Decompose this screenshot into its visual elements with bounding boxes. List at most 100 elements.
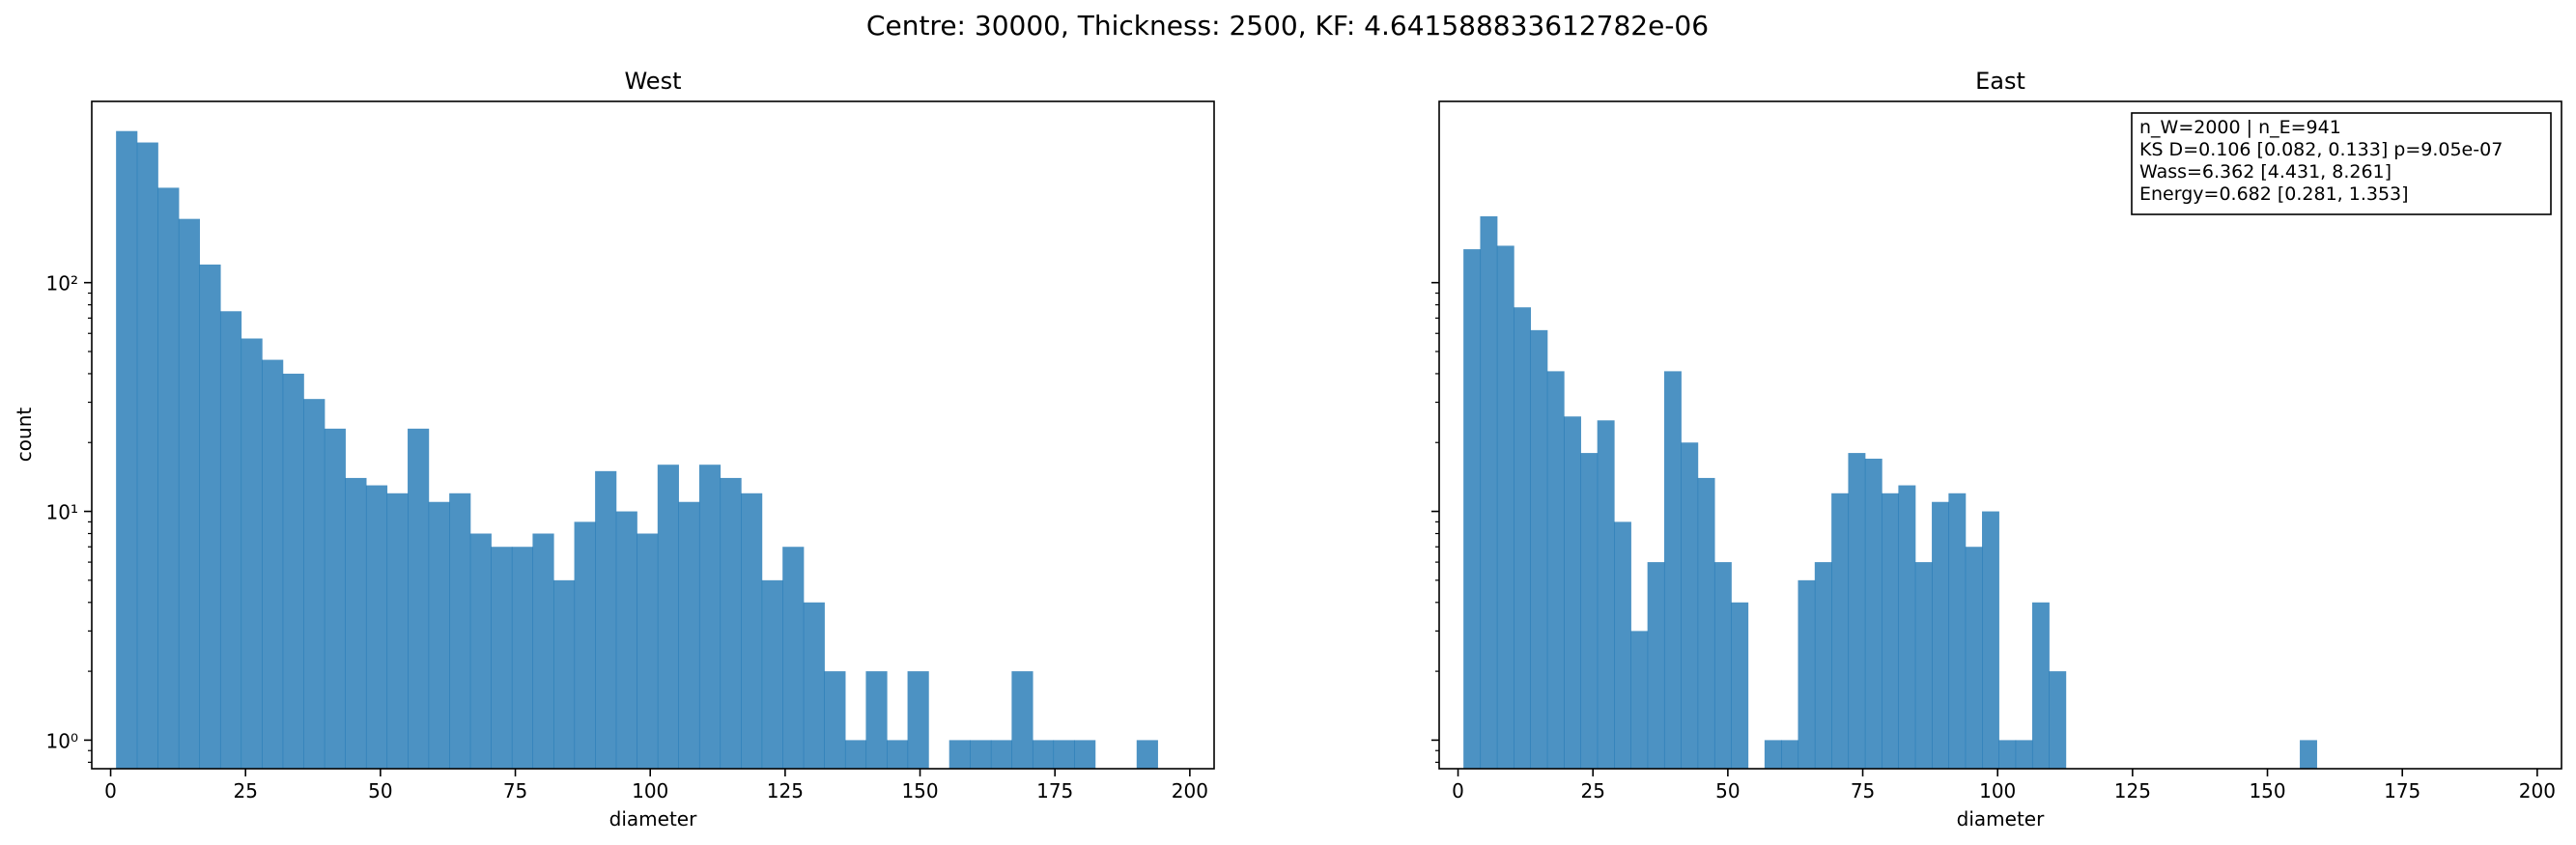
east-histogram-bar xyxy=(1630,631,1649,769)
west-histogram-bar xyxy=(241,338,263,769)
east-x-tick-label: 25 xyxy=(1580,779,1604,803)
east-panel: East 0 25 50 75 100 125 150 175 200 diameter n_W… xyxy=(1431,68,2562,831)
east-x-tick-label: 125 xyxy=(2114,779,2151,803)
west-histogram-bar xyxy=(657,465,679,769)
stats-line-ks: KS D=0.106 [0.082, 0.133] p=9.05e-07 xyxy=(2139,139,2503,160)
stats-box-frame xyxy=(2131,112,2552,215)
east-histogram-bar xyxy=(2049,671,2067,769)
east-histogram-bar xyxy=(1546,371,1565,769)
east-histogram-bar xyxy=(1932,501,1949,769)
west-histogram-bar xyxy=(990,740,1012,769)
east-plot-frame xyxy=(1438,100,2562,770)
west-histogram-bar xyxy=(887,740,909,769)
west-histogram-bar xyxy=(865,671,888,769)
west-histogram-bar xyxy=(720,477,742,769)
west-histogram-bar xyxy=(469,533,492,769)
west-histogram-bar xyxy=(1032,740,1055,769)
west-histogram-bar xyxy=(844,740,867,769)
east-histogram-bar xyxy=(1998,740,2017,769)
west-histogram-bar xyxy=(282,373,304,769)
figure-suptitle: Centre: 30000, Thickness: 2500, KF: 4.64… xyxy=(866,10,1709,42)
west-x-tick-label: 0 xyxy=(104,779,117,803)
west-histogram-bar xyxy=(803,602,825,769)
west-histogram-bar xyxy=(386,493,409,769)
west-histogram-bar xyxy=(761,579,783,769)
east-histogram-bar xyxy=(1530,329,1548,769)
east-histogram-bar xyxy=(1731,602,1749,769)
west-histogram-bar xyxy=(365,485,388,769)
east-histogram-bar xyxy=(1614,521,1631,769)
west-histogram-bar xyxy=(136,142,158,770)
west-histogram-bar xyxy=(595,470,617,769)
west-x-tick-label: 200 xyxy=(1172,779,1208,803)
west-panel: West 0 25 50 75 100 125 150 175 200 10⁰ 10¹ 10² dia… xyxy=(13,68,1215,831)
east-histogram-bar xyxy=(1597,420,1615,769)
stats-line-wasserstein: Wass=6.362 [4.431, 8.261] xyxy=(2139,161,2392,183)
west-x-axis-label: diameter xyxy=(609,807,697,831)
west-histogram-bar xyxy=(199,264,221,769)
east-histogram-bar xyxy=(1965,547,1983,769)
east-histogram-bar xyxy=(1898,485,1916,769)
east-x-tick-label: 75 xyxy=(1851,779,1875,803)
east-histogram-bars xyxy=(1463,215,2317,770)
west-histogram-bar xyxy=(491,547,513,769)
west-plot-frame xyxy=(91,100,1215,770)
west-y-axis-label: count xyxy=(13,408,36,463)
west-histogram-bar xyxy=(1011,671,1033,769)
east-histogram-bar xyxy=(2031,602,2050,769)
east-histogram-bar xyxy=(1882,493,1900,769)
west-histogram-bar xyxy=(178,218,200,769)
east-histogram-bar xyxy=(1864,458,1882,769)
west-histogram-bar xyxy=(116,130,138,769)
west-histogram-bar xyxy=(552,579,576,769)
east-histogram-bar xyxy=(1663,371,1682,769)
west-x-tick-label: 100 xyxy=(632,779,668,803)
east-histogram-bar xyxy=(1713,562,1732,769)
east-x-tick-label: 150 xyxy=(2249,779,2285,803)
west-histogram-bar xyxy=(824,671,846,769)
west-histogram-bar xyxy=(1074,740,1096,769)
west-histogram-bar xyxy=(532,533,554,769)
west-axis-ticks: 0 25 50 75 100 125 150 175 200 10⁰ 10¹ 10² xyxy=(46,272,1208,803)
east-histogram-bar xyxy=(1564,416,1581,769)
west-histogram-bar xyxy=(741,493,763,769)
east-histogram-bar xyxy=(1580,453,1599,769)
west-histogram-bar xyxy=(637,533,659,769)
east-histogram-bar xyxy=(1496,245,1514,769)
west-histogram-bar xyxy=(678,501,700,769)
west-histogram-bar xyxy=(948,740,971,769)
east-x-tick-label: 0 xyxy=(1452,779,1464,803)
west-panel-title: West xyxy=(624,68,681,95)
east-histogram-bar xyxy=(1914,562,1933,769)
west-histogram-bar xyxy=(907,671,929,769)
west-y-tick-label: 10² xyxy=(46,272,78,296)
west-histogram-bar xyxy=(574,521,596,769)
east-axis-ticks: 0 25 50 75 100 125 150 175 200 xyxy=(1431,281,2556,803)
east-histogram-bar xyxy=(2300,740,2317,769)
west-x-tick-label: 125 xyxy=(767,779,804,803)
west-histogram-bar xyxy=(408,428,430,769)
west-histogram-bar xyxy=(511,547,534,769)
west-x-tick-label: 50 xyxy=(368,779,392,803)
west-histogram-bar xyxy=(615,511,637,769)
east-histogram-bar xyxy=(1697,477,1715,769)
east-x-tick-label: 100 xyxy=(1979,779,2016,803)
east-x-tick-label: 175 xyxy=(2384,779,2420,803)
east-panel-title: East xyxy=(1975,68,2025,95)
west-histogram-bar xyxy=(262,359,284,769)
west-histogram-bar xyxy=(782,547,805,769)
east-histogram-bar xyxy=(2015,740,2033,769)
west-y-tick-label: 10⁰ xyxy=(46,729,78,752)
west-histogram-bar xyxy=(219,311,242,769)
east-x-tick-label: 50 xyxy=(1715,779,1740,803)
west-histogram-bar xyxy=(698,465,722,769)
east-histogram-bar xyxy=(1814,562,1832,769)
west-x-tick-label: 25 xyxy=(233,779,257,803)
west-histogram-bar xyxy=(324,428,346,769)
east-histogram-bar xyxy=(1463,249,1482,769)
stats-line-counts: n_W=2000 | n_E=941 xyxy=(2139,117,2341,138)
west-x-tick-label: 150 xyxy=(901,779,938,803)
west-x-tick-label: 175 xyxy=(1036,779,1073,803)
west-histogram-bar xyxy=(970,740,992,769)
